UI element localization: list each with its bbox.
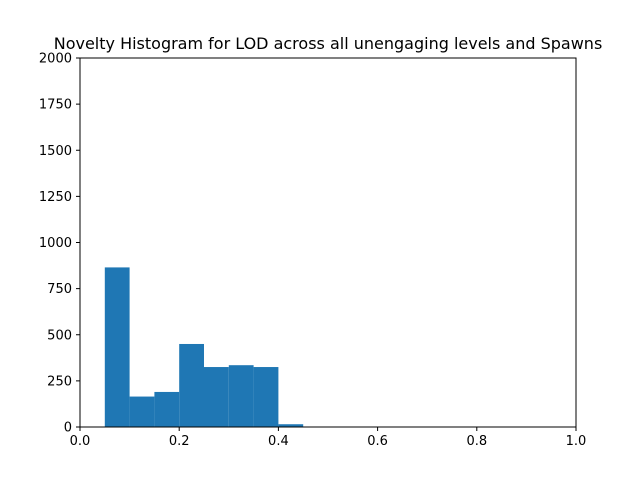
x-tick-label: 0.6: [367, 434, 388, 449]
y-tick-label: 1000: [39, 236, 72, 251]
histogram-bar: [228, 365, 254, 427]
y-tick-label: 1500: [39, 144, 72, 159]
histogram-bar: [253, 367, 279, 427]
y-tick-label: 1250: [39, 190, 72, 205]
x-tick-label: 0.8: [466, 434, 487, 449]
y-axis: 0 250 500 750 1000 1250 1500 1750 2000: [39, 52, 80, 436]
y-tick-label: 250: [47, 374, 72, 389]
bars-group: [104, 267, 304, 427]
y-tick-label: 500: [47, 328, 72, 343]
x-tick-label: 0.4: [268, 434, 289, 449]
y-tick-label: 1750: [39, 98, 72, 113]
histogram-bar: [204, 367, 229, 427]
histogram-bar: [104, 267, 130, 427]
x-tick-label: 1.0: [566, 434, 587, 449]
histogram-bar: [278, 424, 304, 427]
y-tick-label: 0: [64, 421, 72, 436]
histogram-bar: [179, 343, 204, 427]
histogram-bar: [154, 391, 180, 427]
histogram-bar: [129, 396, 155, 427]
y-tick-label: 2000: [39, 52, 72, 67]
y-tick-label: 750: [47, 282, 72, 297]
x-tick-label: 0.2: [169, 434, 190, 449]
x-tick-label: 0.0: [70, 434, 91, 449]
chart-title: Novelty Histogram for LOD across all une…: [54, 34, 603, 53]
x-axis: 0.0 0.2 0.4 0.6 0.8 1.0: [70, 427, 587, 449]
